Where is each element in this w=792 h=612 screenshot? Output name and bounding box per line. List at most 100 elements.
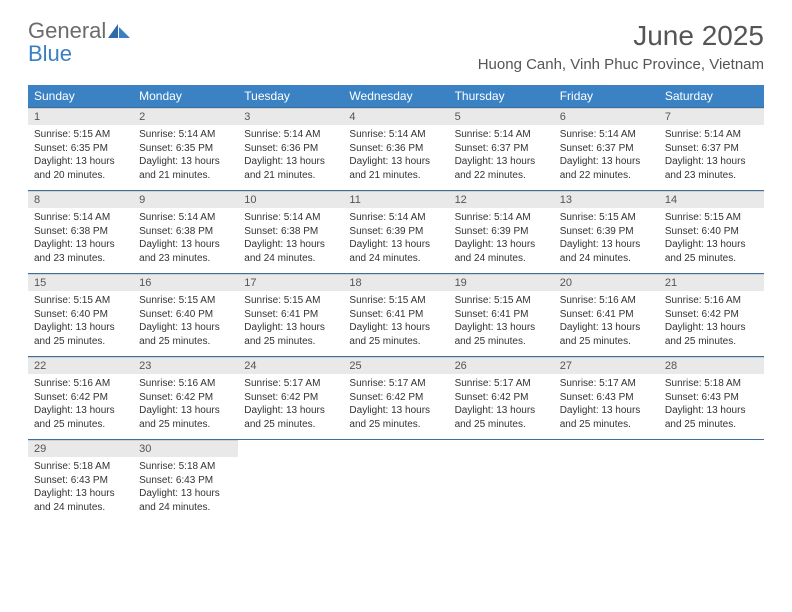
calendar-cell: 27Sunrise: 5:17 AMSunset: 6:43 PMDayligh… (554, 357, 659, 440)
day-details: Sunrise: 5:18 AMSunset: 6:43 PMDaylight:… (659, 374, 764, 439)
day-number: 19 (449, 274, 554, 291)
day-header: Sunday (28, 85, 133, 108)
calendar-cell (238, 440, 343, 523)
day-details: Sunrise: 5:14 AMSunset: 6:39 PMDaylight:… (449, 208, 554, 273)
header: General Blue June 2025 Huong Canh, Vinh … (28, 20, 764, 73)
day-details: Sunrise: 5:17 AMSunset: 6:42 PMDaylight:… (238, 374, 343, 439)
calendar-cell: 19Sunrise: 5:15 AMSunset: 6:41 PMDayligh… (449, 274, 554, 357)
calendar-cell: 6Sunrise: 5:14 AMSunset: 6:37 PMDaylight… (554, 108, 659, 191)
day-number: 5 (449, 108, 554, 125)
day-details: Sunrise: 5:15 AMSunset: 6:40 PMDaylight:… (659, 208, 764, 273)
logo-word2: Blue (28, 41, 72, 66)
day-details: Sunrise: 5:15 AMSunset: 6:41 PMDaylight:… (343, 291, 448, 356)
day-number: 25 (343, 357, 448, 374)
day-number: 23 (133, 357, 238, 374)
day-number: 16 (133, 274, 238, 291)
calendar-cell: 16Sunrise: 5:15 AMSunset: 6:40 PMDayligh… (133, 274, 238, 357)
day-details: Sunrise: 5:14 AMSunset: 6:37 PMDaylight:… (554, 125, 659, 190)
page-title: June 2025 (478, 20, 764, 52)
day-details: Sunrise: 5:15 AMSunset: 6:40 PMDaylight:… (133, 291, 238, 356)
day-details: Sunrise: 5:16 AMSunset: 6:42 PMDaylight:… (28, 374, 133, 439)
day-number: 30 (133, 440, 238, 457)
calendar-cell: 1Sunrise: 5:15 AMSunset: 6:35 PMDaylight… (28, 108, 133, 191)
page-subtitle: Huong Canh, Vinh Phuc Province, Vietnam (478, 56, 764, 73)
calendar-cell: 18Sunrise: 5:15 AMSunset: 6:41 PMDayligh… (343, 274, 448, 357)
day-number: 2 (133, 108, 238, 125)
calendar-table: SundayMondayTuesdayWednesdayThursdayFrid… (28, 85, 764, 522)
day-header: Wednesday (343, 85, 448, 108)
day-number: 14 (659, 191, 764, 208)
calendar-cell: 20Sunrise: 5:16 AMSunset: 6:41 PMDayligh… (554, 274, 659, 357)
day-number: 6 (554, 108, 659, 125)
day-header: Tuesday (238, 85, 343, 108)
day-details: Sunrise: 5:14 AMSunset: 6:38 PMDaylight:… (133, 208, 238, 273)
day-details: Sunrise: 5:14 AMSunset: 6:36 PMDaylight:… (343, 125, 448, 190)
calendar-cell: 25Sunrise: 5:17 AMSunset: 6:42 PMDayligh… (343, 357, 448, 440)
day-number: 27 (554, 357, 659, 374)
calendar-cell: 21Sunrise: 5:16 AMSunset: 6:42 PMDayligh… (659, 274, 764, 357)
day-details: Sunrise: 5:15 AMSunset: 6:39 PMDaylight:… (554, 208, 659, 273)
calendar-cell: 26Sunrise: 5:17 AMSunset: 6:42 PMDayligh… (449, 357, 554, 440)
calendar-cell: 30Sunrise: 5:18 AMSunset: 6:43 PMDayligh… (133, 440, 238, 523)
day-number: 15 (28, 274, 133, 291)
day-details: Sunrise: 5:17 AMSunset: 6:42 PMDaylight:… (343, 374, 448, 439)
day-details: Sunrise: 5:18 AMSunset: 6:43 PMDaylight:… (28, 457, 133, 522)
day-number: 22 (28, 357, 133, 374)
day-details: Sunrise: 5:17 AMSunset: 6:43 PMDaylight:… (554, 374, 659, 439)
calendar-cell: 12Sunrise: 5:14 AMSunset: 6:39 PMDayligh… (449, 191, 554, 274)
day-number: 11 (343, 191, 448, 208)
calendar-cell: 11Sunrise: 5:14 AMSunset: 6:39 PMDayligh… (343, 191, 448, 274)
day-number: 29 (28, 440, 133, 457)
day-details: Sunrise: 5:14 AMSunset: 6:38 PMDaylight:… (28, 208, 133, 273)
calendar-cell: 2Sunrise: 5:14 AMSunset: 6:35 PMDaylight… (133, 108, 238, 191)
day-number: 13 (554, 191, 659, 208)
day-details: Sunrise: 5:17 AMSunset: 6:42 PMDaylight:… (449, 374, 554, 439)
day-number: 17 (238, 274, 343, 291)
calendar-cell: 4Sunrise: 5:14 AMSunset: 6:36 PMDaylight… (343, 108, 448, 191)
day-details: Sunrise: 5:16 AMSunset: 6:42 PMDaylight:… (659, 291, 764, 356)
logo: General Blue (28, 20, 130, 66)
day-details: Sunrise: 5:16 AMSunset: 6:41 PMDaylight:… (554, 291, 659, 356)
day-details: Sunrise: 5:14 AMSunset: 6:39 PMDaylight:… (343, 208, 448, 273)
day-details: Sunrise: 5:16 AMSunset: 6:42 PMDaylight:… (133, 374, 238, 439)
day-number: 4 (343, 108, 448, 125)
calendar-cell: 28Sunrise: 5:18 AMSunset: 6:43 PMDayligh… (659, 357, 764, 440)
day-details: Sunrise: 5:14 AMSunset: 6:36 PMDaylight:… (238, 125, 343, 190)
calendar-cell: 5Sunrise: 5:14 AMSunset: 6:37 PMDaylight… (449, 108, 554, 191)
day-number: 1 (28, 108, 133, 125)
day-header: Thursday (449, 85, 554, 108)
day-number: 26 (449, 357, 554, 374)
calendar-cell (449, 440, 554, 523)
calendar-cell (554, 440, 659, 523)
day-number: 18 (343, 274, 448, 291)
calendar-cell: 13Sunrise: 5:15 AMSunset: 6:39 PMDayligh… (554, 191, 659, 274)
day-details: Sunrise: 5:18 AMSunset: 6:43 PMDaylight:… (133, 457, 238, 522)
day-number: 9 (133, 191, 238, 208)
calendar-cell: 9Sunrise: 5:14 AMSunset: 6:38 PMDaylight… (133, 191, 238, 274)
day-number: 8 (28, 191, 133, 208)
logo-word1: General (28, 18, 106, 43)
logo-sail-icon (108, 24, 130, 38)
day-number: 7 (659, 108, 764, 125)
day-header: Saturday (659, 85, 764, 108)
day-details: Sunrise: 5:15 AMSunset: 6:41 PMDaylight:… (238, 291, 343, 356)
day-details: Sunrise: 5:14 AMSunset: 6:37 PMDaylight:… (449, 125, 554, 190)
calendar-cell: 8Sunrise: 5:14 AMSunset: 6:38 PMDaylight… (28, 191, 133, 274)
calendar-cell: 15Sunrise: 5:15 AMSunset: 6:40 PMDayligh… (28, 274, 133, 357)
day-number: 24 (238, 357, 343, 374)
calendar-cell (659, 440, 764, 523)
calendar-cell: 3Sunrise: 5:14 AMSunset: 6:36 PMDaylight… (238, 108, 343, 191)
day-details: Sunrise: 5:14 AMSunset: 6:37 PMDaylight:… (659, 125, 764, 190)
calendar-cell: 24Sunrise: 5:17 AMSunset: 6:42 PMDayligh… (238, 357, 343, 440)
calendar-cell: 22Sunrise: 5:16 AMSunset: 6:42 PMDayligh… (28, 357, 133, 440)
day-header: Friday (554, 85, 659, 108)
day-details: Sunrise: 5:14 AMSunset: 6:35 PMDaylight:… (133, 125, 238, 190)
calendar-cell: 7Sunrise: 5:14 AMSunset: 6:37 PMDaylight… (659, 108, 764, 191)
day-number: 20 (554, 274, 659, 291)
calendar-cell: 23Sunrise: 5:16 AMSunset: 6:42 PMDayligh… (133, 357, 238, 440)
day-number: 12 (449, 191, 554, 208)
day-header: Monday (133, 85, 238, 108)
day-details: Sunrise: 5:15 AMSunset: 6:41 PMDaylight:… (449, 291, 554, 356)
calendar-cell: 14Sunrise: 5:15 AMSunset: 6:40 PMDayligh… (659, 191, 764, 274)
calendar-cell (343, 440, 448, 523)
